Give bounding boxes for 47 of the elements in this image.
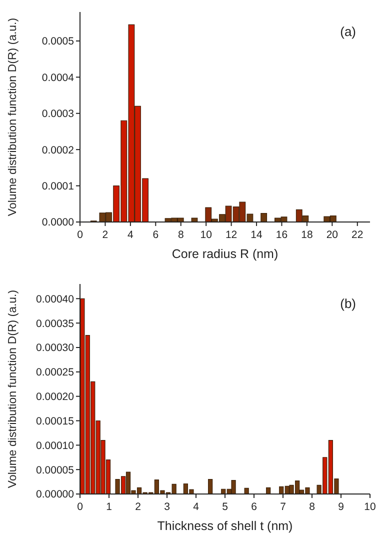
y-tick-label: 0.0004: [42, 72, 74, 84]
y-tick-label: 0.00025: [36, 366, 74, 379]
bar: [260, 213, 268, 222]
y-axis-title: Volume distribution function D(R) (a.u.): [7, 18, 20, 216]
x-tick-label: 0: [77, 229, 84, 241]
annotation: (a): [340, 24, 356, 39]
x-tick-label: 14: [250, 229, 263, 241]
x-tick-label: 0: [77, 501, 84, 513]
x-tick-label: 2: [102, 229, 108, 241]
x-tick-label: 4: [128, 229, 134, 241]
bar: [208, 479, 213, 494]
x-tick-label: 22: [352, 229, 364, 241]
bar: [231, 480, 236, 494]
x-axis-title: Thickness of shell t (nm): [157, 519, 293, 533]
y-tick-label: 0.00040: [36, 293, 74, 306]
x-tick-label: 5: [222, 501, 228, 513]
x-tick-label: 10: [364, 501, 376, 513]
x-tick-label: 8: [309, 501, 316, 513]
y-tick-label: 0.0000: [42, 216, 74, 229]
x-tick-label: 12: [225, 229, 238, 241]
x-axis-title: Core radius R (nm): [172, 247, 278, 261]
y-tick-label: 0.00000: [36, 488, 74, 501]
y-tick-label: 0.00005: [36, 464, 74, 476]
x-tick-label: 9: [338, 501, 344, 513]
y-tick-label: 0.00010: [36, 440, 74, 452]
x-tick-label: 3: [164, 501, 170, 513]
annotation: (b): [340, 296, 356, 311]
y-tick-label: 0.00015: [36, 415, 74, 428]
y-tick-label: 0.0001: [42, 180, 74, 193]
y-axis-title: Volume distribution function D(R) (a.u.): [7, 290, 20, 488]
y-tick-label: 0.00030: [36, 342, 74, 354]
x-tick-label: 6: [251, 501, 258, 513]
y-tick-label: 0.0003: [42, 108, 74, 120]
x-tick-label: 2: [135, 501, 142, 513]
x-tick-label: 6: [152, 229, 159, 241]
x-tick-label: 18: [301, 229, 313, 241]
x-tick-label: 1: [106, 501, 112, 513]
x-tick-label: 4: [193, 501, 200, 513]
y-tick-label: 0.00035: [36, 318, 74, 330]
x-tick-label: 10: [200, 229, 212, 241]
x-tick-label: 7: [280, 501, 286, 513]
y-tick-label: 0.0005: [42, 36, 74, 48]
x-tick-label: 8: [178, 229, 184, 241]
y-tick-label: 0.0002: [42, 144, 74, 156]
y-tick-label: 0.00020: [36, 391, 74, 404]
x-tick-label: 20: [326, 229, 338, 241]
x-tick-label: 16: [276, 229, 288, 241]
